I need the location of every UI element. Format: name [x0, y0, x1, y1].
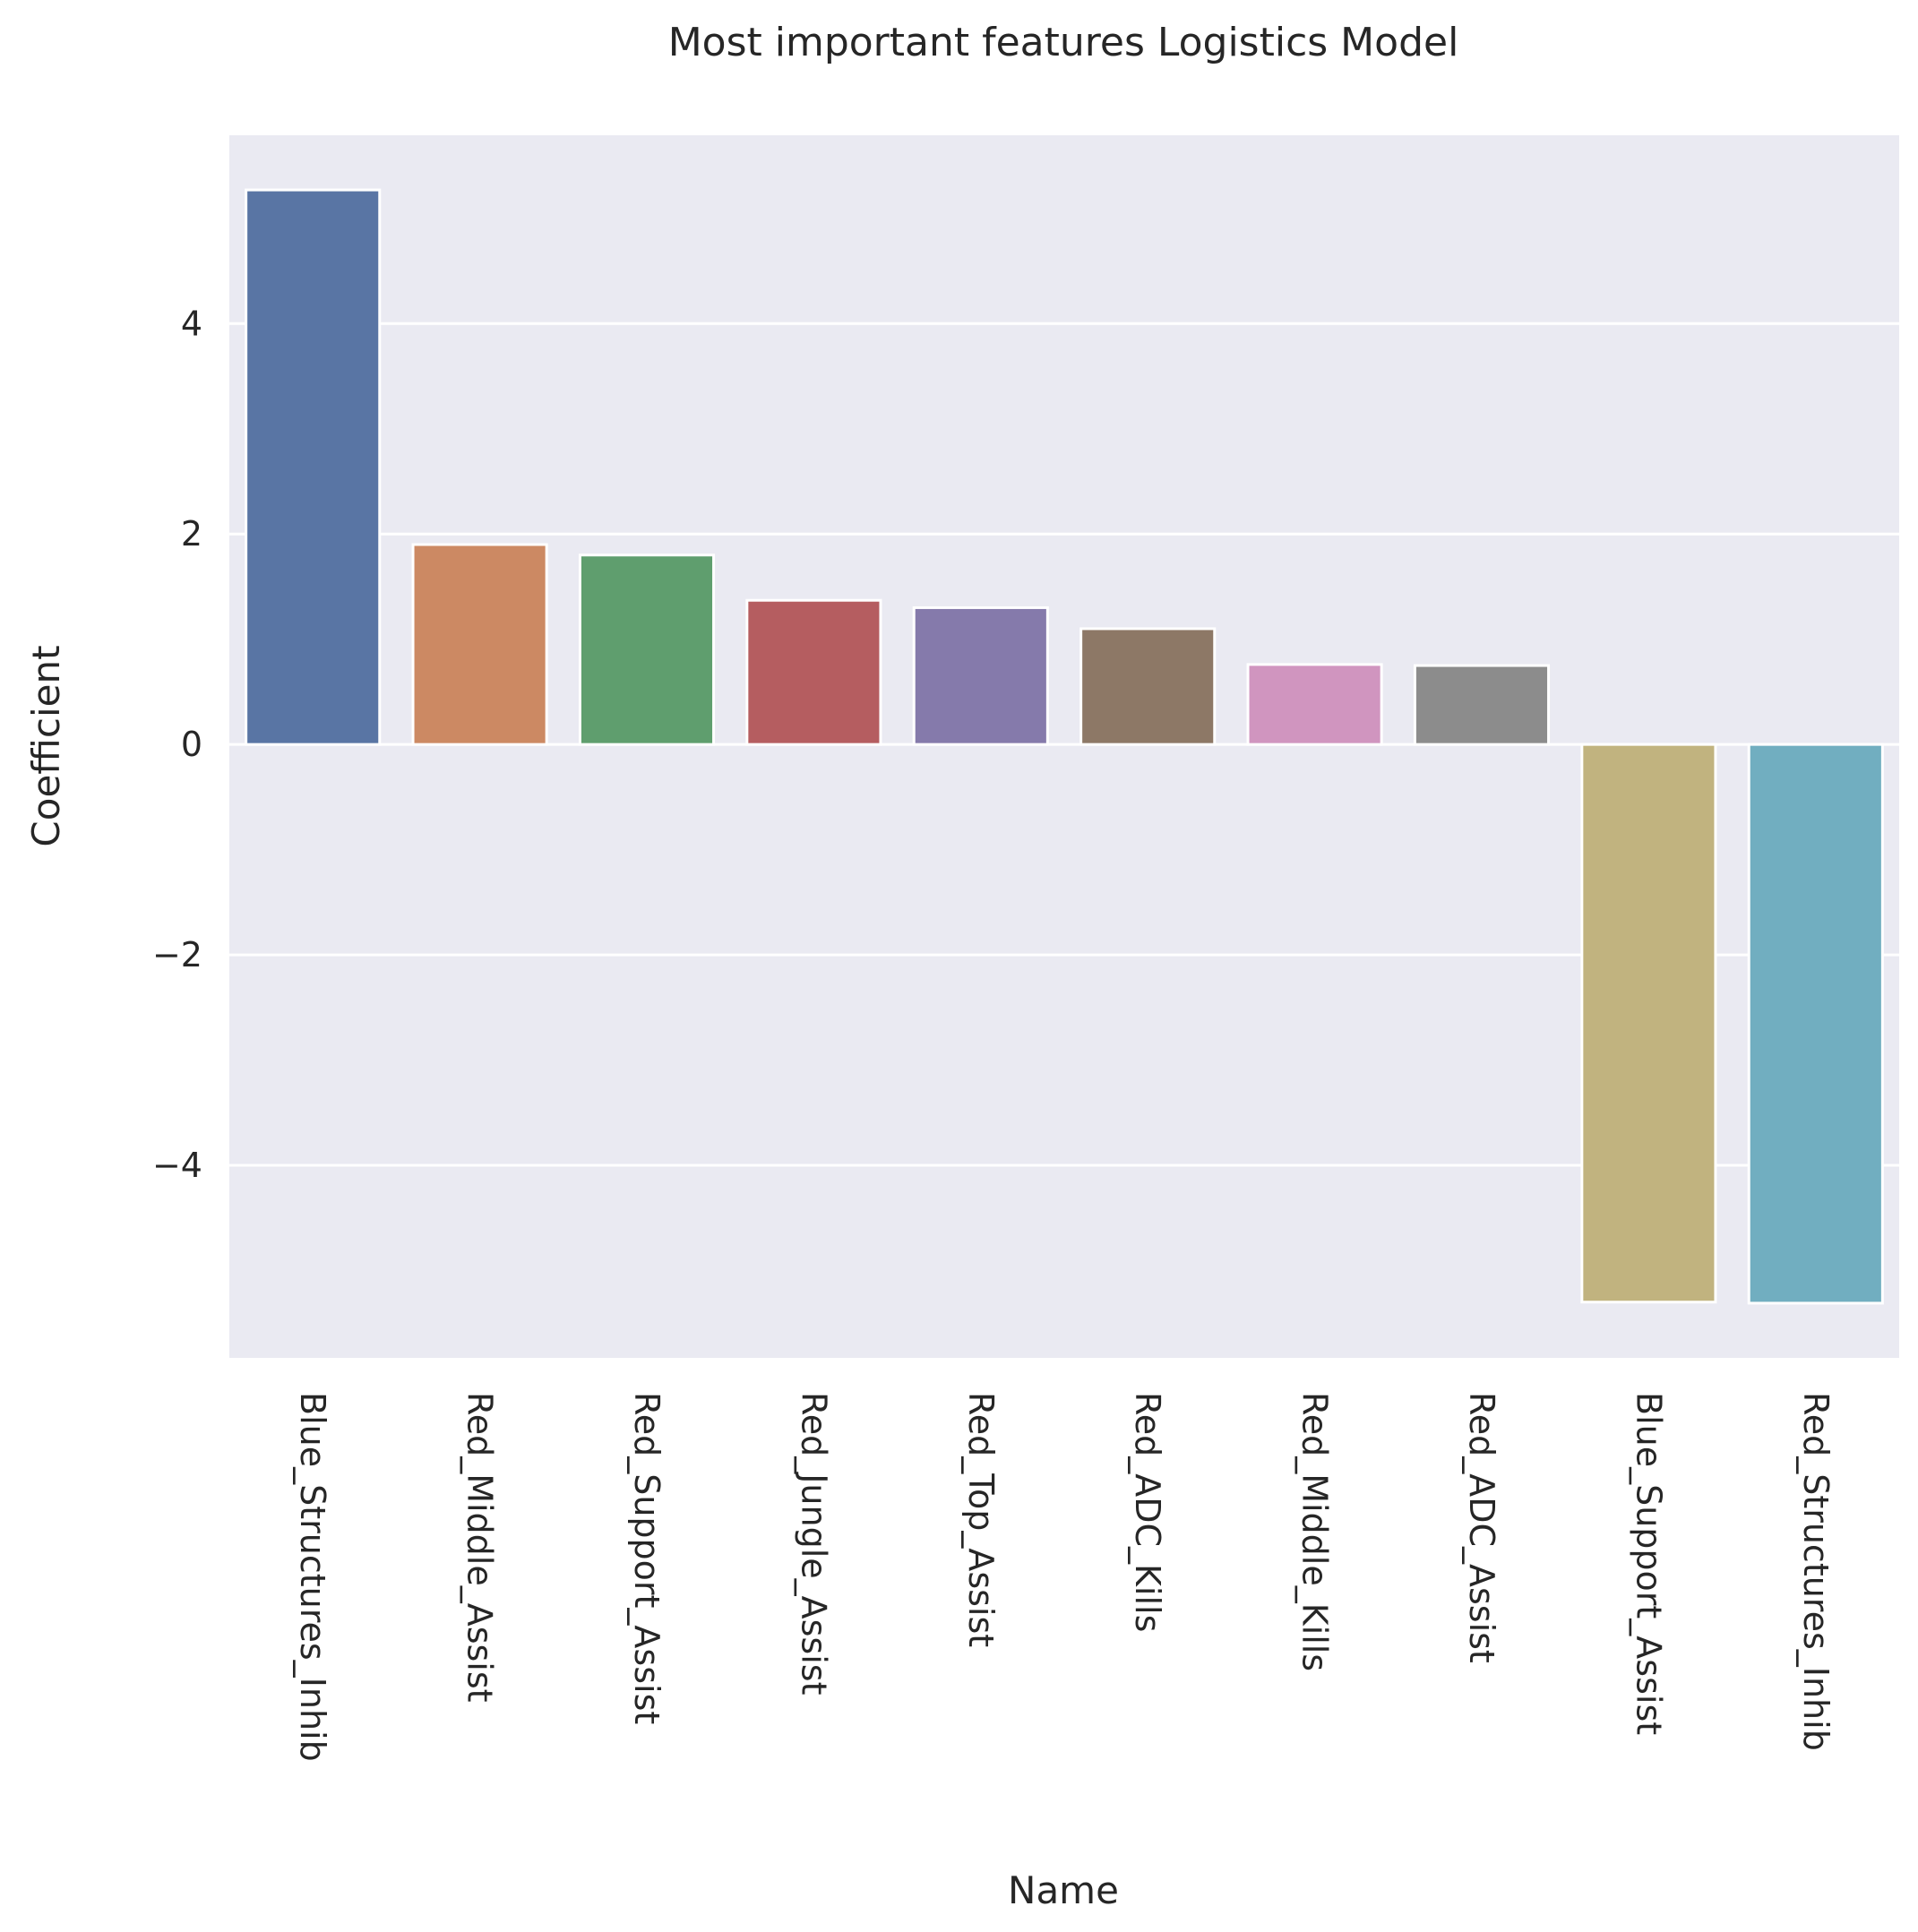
x-tick-label: Red_Support_Assist	[627, 1392, 667, 1724]
bar	[1580, 743, 1717, 1304]
y-tick-label: 0	[181, 725, 202, 764]
y-tick-labels: −4 −2 0 2 4	[152, 304, 202, 1185]
x-tick-label: Red_Top_Assist	[961, 1392, 1001, 1647]
bar	[912, 605, 1049, 746]
bar	[1079, 627, 1217, 746]
bar	[745, 598, 882, 746]
y-tick-label: −2	[152, 935, 202, 975]
y-axis-label: Coefficient	[24, 645, 68, 846]
bar	[1246, 663, 1383, 746]
x-axis-label: Name	[1008, 1868, 1119, 1912]
x-tick-label: Red_Middle_Assist	[460, 1392, 500, 1703]
x-tick-labels: Blue_Structures_Inhib Red_Middle_Assist Re…	[293, 1392, 1836, 1762]
bar	[411, 543, 548, 746]
bar	[1413, 664, 1551, 746]
x-tick-label: Red_Middle_Kills	[1295, 1392, 1335, 1671]
x-tick-label: Red_Jungle_Assist	[794, 1392, 833, 1695]
x-tick-label: Red_Structures_Inhib	[1796, 1392, 1836, 1751]
bar	[578, 554, 716, 746]
chart-title: Most important features Logistics Model	[668, 20, 1459, 65]
x-tick-label: Blue_Structures_Inhib	[293, 1392, 332, 1762]
bar	[245, 188, 382, 746]
x-tick-label: Red_ADC_Assist	[1462, 1392, 1501, 1663]
bar	[1747, 743, 1884, 1305]
x-tick-label: Red_ADC_Kills	[1128, 1392, 1167, 1632]
y-tick-label: 2	[181, 514, 202, 554]
y-tick-label: 4	[181, 304, 202, 343]
bars	[245, 188, 1884, 1305]
x-tick-label: Blue_Support_Assist	[1629, 1392, 1668, 1735]
y-tick-label: −4	[152, 1146, 202, 1185]
